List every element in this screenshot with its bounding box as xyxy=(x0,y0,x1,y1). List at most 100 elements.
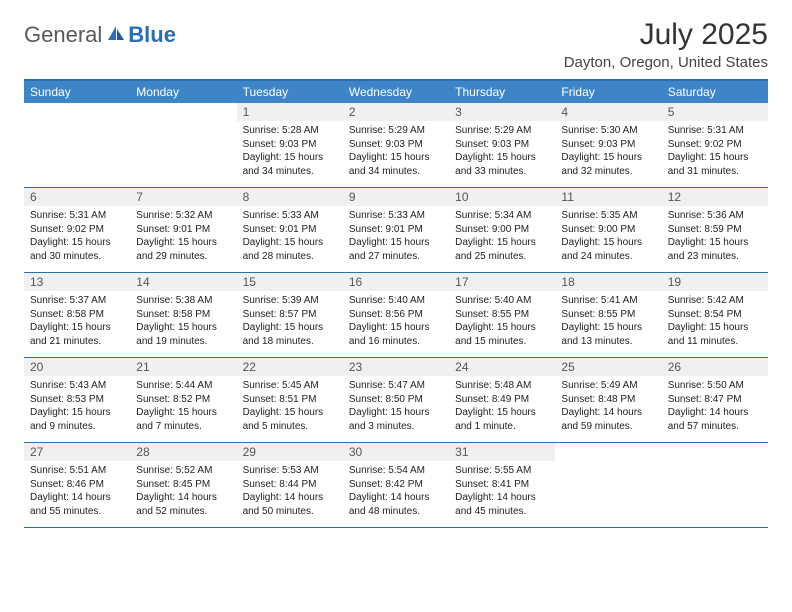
sunrise-text: Sunrise: 5:31 AM xyxy=(30,209,124,223)
day-body: Sunrise: 5:33 AMSunset: 9:01 PMDaylight:… xyxy=(343,206,449,267)
sunrise-text: Sunrise: 5:38 AM xyxy=(136,294,230,308)
sunrise-text: Sunrise: 5:29 AM xyxy=(349,124,443,138)
daylight-text: Daylight: 15 hours and 24 minutes. xyxy=(561,236,655,263)
daylight-text: Daylight: 15 hours and 11 minutes. xyxy=(668,321,762,348)
sunset-text: Sunset: 9:03 PM xyxy=(243,138,337,152)
day-cell: 19Sunrise: 5:42 AMSunset: 8:54 PMDayligh… xyxy=(662,273,768,357)
day-cell: 6Sunrise: 5:31 AMSunset: 9:02 PMDaylight… xyxy=(24,188,130,272)
sunrise-text: Sunrise: 5:45 AM xyxy=(243,379,337,393)
day-body: Sunrise: 5:41 AMSunset: 8:55 PMDaylight:… xyxy=(555,291,661,352)
sunset-text: Sunset: 8:58 PM xyxy=(136,308,230,322)
sunset-text: Sunset: 9:03 PM xyxy=(561,138,655,152)
weeks-container: ..1Sunrise: 5:28 AMSunset: 9:03 PMDaylig… xyxy=(24,103,768,528)
daylight-text: Daylight: 15 hours and 28 minutes. xyxy=(243,236,337,263)
sunset-text: Sunset: 9:03 PM xyxy=(455,138,549,152)
day-number: 12 xyxy=(662,188,768,206)
sunset-text: Sunset: 8:52 PM xyxy=(136,393,230,407)
daylight-text: Daylight: 15 hours and 19 minutes. xyxy=(136,321,230,348)
week-row: ..1Sunrise: 5:28 AMSunset: 9:03 PMDaylig… xyxy=(24,103,768,188)
day-cell: 1Sunrise: 5:28 AMSunset: 9:03 PMDaylight… xyxy=(237,103,343,187)
page-header: General Blue July 2025 Dayton, Oregon, U… xyxy=(24,18,768,71)
daylight-text: Daylight: 15 hours and 5 minutes. xyxy=(243,406,337,433)
day-cell: 3Sunrise: 5:29 AMSunset: 9:03 PMDaylight… xyxy=(449,103,555,187)
day-number: 29 xyxy=(237,443,343,461)
daylight-text: Daylight: 15 hours and 31 minutes. xyxy=(668,151,762,178)
day-cell: 26Sunrise: 5:50 AMSunset: 8:47 PMDayligh… xyxy=(662,358,768,442)
day-body: Sunrise: 5:35 AMSunset: 9:00 PMDaylight:… xyxy=(555,206,661,267)
sunrise-text: Sunrise: 5:54 AM xyxy=(349,464,443,478)
day-body: Sunrise: 5:34 AMSunset: 9:00 PMDaylight:… xyxy=(449,206,555,267)
day-number: 3 xyxy=(449,103,555,121)
sunrise-text: Sunrise: 5:34 AM xyxy=(455,209,549,223)
week-row: 6Sunrise: 5:31 AMSunset: 9:02 PMDaylight… xyxy=(24,188,768,273)
daylight-text: Daylight: 15 hours and 21 minutes. xyxy=(30,321,124,348)
daylight-text: Daylight: 15 hours and 1 minute. xyxy=(455,406,549,433)
calendar-grid: SundayMondayTuesdayWednesdayThursdayFrid… xyxy=(24,79,768,528)
daylight-text: Daylight: 14 hours and 59 minutes. xyxy=(561,406,655,433)
week-row: 20Sunrise: 5:43 AMSunset: 8:53 PMDayligh… xyxy=(24,358,768,443)
day-body: Sunrise: 5:39 AMSunset: 8:57 PMDaylight:… xyxy=(237,291,343,352)
day-cell: 22Sunrise: 5:45 AMSunset: 8:51 PMDayligh… xyxy=(237,358,343,442)
day-number: 5 xyxy=(662,103,768,121)
daylight-text: Daylight: 15 hours and 23 minutes. xyxy=(668,236,762,263)
day-cell: 20Sunrise: 5:43 AMSunset: 8:53 PMDayligh… xyxy=(24,358,130,442)
daylight-text: Daylight: 14 hours and 48 minutes. xyxy=(349,491,443,518)
day-header-row: SundayMondayTuesdayWednesdayThursdayFrid… xyxy=(24,81,768,103)
sunrise-text: Sunrise: 5:37 AM xyxy=(30,294,124,308)
day-body: Sunrise: 5:45 AMSunset: 8:51 PMDaylight:… xyxy=(237,376,343,437)
day-body: Sunrise: 5:50 AMSunset: 8:47 PMDaylight:… xyxy=(662,376,768,437)
daylight-text: Daylight: 15 hours and 15 minutes. xyxy=(455,321,549,348)
day-body: Sunrise: 5:48 AMSunset: 8:49 PMDaylight:… xyxy=(449,376,555,437)
day-body: Sunrise: 5:32 AMSunset: 9:01 PMDaylight:… xyxy=(130,206,236,267)
sunrise-text: Sunrise: 5:41 AM xyxy=(561,294,655,308)
day-body: Sunrise: 5:30 AMSunset: 9:03 PMDaylight:… xyxy=(555,121,661,182)
day-cell: 8Sunrise: 5:33 AMSunset: 9:01 PMDaylight… xyxy=(237,188,343,272)
day-body: Sunrise: 5:31 AMSunset: 9:02 PMDaylight:… xyxy=(662,121,768,182)
daylight-text: Daylight: 15 hours and 7 minutes. xyxy=(136,406,230,433)
day-number: 27 xyxy=(24,443,130,461)
day-number: 4 xyxy=(555,103,661,121)
sunset-text: Sunset: 9:01 PM xyxy=(243,223,337,237)
day-number: 24 xyxy=(449,358,555,376)
day-number: 10 xyxy=(449,188,555,206)
day-body: Sunrise: 5:49 AMSunset: 8:48 PMDaylight:… xyxy=(555,376,661,437)
sunrise-text: Sunrise: 5:52 AM xyxy=(136,464,230,478)
daylight-text: Daylight: 15 hours and 27 minutes. xyxy=(349,236,443,263)
sunset-text: Sunset: 8:50 PM xyxy=(349,393,443,407)
day-cell: 14Sunrise: 5:38 AMSunset: 8:58 PMDayligh… xyxy=(130,273,236,357)
day-number: 19 xyxy=(662,273,768,291)
sunrise-text: Sunrise: 5:51 AM xyxy=(30,464,124,478)
day-number: 1 xyxy=(237,103,343,121)
sunset-text: Sunset: 8:49 PM xyxy=(455,393,549,407)
daylight-text: Daylight: 14 hours and 55 minutes. xyxy=(30,491,124,518)
week-row: 27Sunrise: 5:51 AMSunset: 8:46 PMDayligh… xyxy=(24,443,768,528)
day-header: Thursday xyxy=(449,81,555,103)
day-number: 20 xyxy=(24,358,130,376)
day-number: 17 xyxy=(449,273,555,291)
sunrise-text: Sunrise: 5:29 AM xyxy=(455,124,549,138)
daylight-text: Daylight: 15 hours and 25 minutes. xyxy=(455,236,549,263)
sunrise-text: Sunrise: 5:32 AM xyxy=(136,209,230,223)
sunrise-text: Sunrise: 5:36 AM xyxy=(668,209,762,223)
day-cell: . xyxy=(555,443,661,527)
sunset-text: Sunset: 8:58 PM xyxy=(30,308,124,322)
day-cell: 16Sunrise: 5:40 AMSunset: 8:56 PMDayligh… xyxy=(343,273,449,357)
sunrise-text: Sunrise: 5:35 AM xyxy=(561,209,655,223)
daylight-text: Daylight: 15 hours and 18 minutes. xyxy=(243,321,337,348)
day-cell: 29Sunrise: 5:53 AMSunset: 8:44 PMDayligh… xyxy=(237,443,343,527)
day-number: 13 xyxy=(24,273,130,291)
brand-logo: General Blue xyxy=(24,22,176,48)
day-header: Sunday xyxy=(24,81,130,103)
daylight-text: Daylight: 15 hours and 30 minutes. xyxy=(30,236,124,263)
day-number: 18 xyxy=(555,273,661,291)
day-body: Sunrise: 5:28 AMSunset: 9:03 PMDaylight:… xyxy=(237,121,343,182)
daylight-text: Daylight: 14 hours and 50 minutes. xyxy=(243,491,337,518)
day-body: Sunrise: 5:33 AMSunset: 9:01 PMDaylight:… xyxy=(237,206,343,267)
daylight-text: Daylight: 14 hours and 52 minutes. xyxy=(136,491,230,518)
sunrise-text: Sunrise: 5:44 AM xyxy=(136,379,230,393)
day-cell: 17Sunrise: 5:40 AMSunset: 8:55 PMDayligh… xyxy=(449,273,555,357)
day-number: 2 xyxy=(343,103,449,121)
month-title: July 2025 xyxy=(564,18,768,52)
sunset-text: Sunset: 8:59 PM xyxy=(668,223,762,237)
day-header: Friday xyxy=(555,81,661,103)
